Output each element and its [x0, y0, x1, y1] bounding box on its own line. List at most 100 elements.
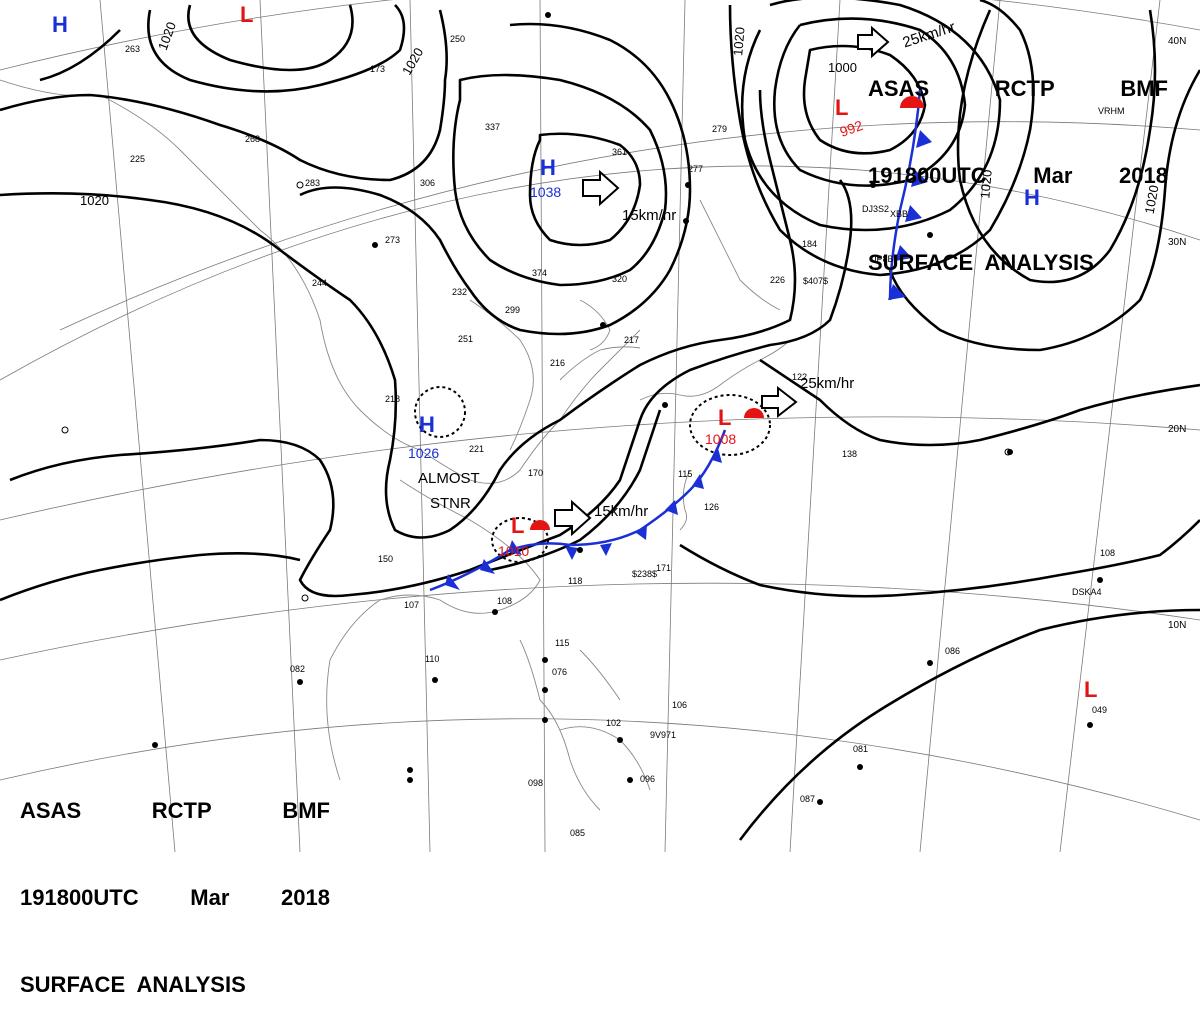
station-value: 306 — [420, 178, 435, 188]
header-month: Mar — [1033, 163, 1073, 188]
motion-speed-label: 15km/hr — [594, 503, 648, 520]
map-background — [0, 0, 1200, 852]
station-value: 225 — [130, 154, 145, 164]
station-value: 277 — [688, 164, 703, 174]
station-value: $407$ — [803, 276, 828, 286]
station-value: 170 — [528, 468, 543, 478]
isobar — [299, 22, 692, 336]
station-value: 086 — [945, 646, 960, 656]
header-title: SURFACE ANALYSIS — [20, 972, 246, 997]
header-station: RCTP — [994, 76, 1055, 101]
isobar — [738, 608, 1200, 841]
station-value: 217 — [624, 335, 639, 345]
latitude-labels: 40N 30N 20N 10N — [1168, 36, 1186, 631]
high-center-pressure: 1038 — [530, 184, 561, 200]
station-value: 138 — [842, 449, 857, 459]
isobar — [888, 69, 1200, 352]
station-value: 299 — [505, 305, 520, 315]
station-value: 320 — [612, 274, 627, 284]
station-value: 096 — [640, 774, 655, 784]
station-plots — [61, 12, 1103, 805]
motion-speed-label: 15km/hr — [622, 207, 676, 224]
station-value: DSKA4 — [1072, 587, 1102, 597]
isobar-label: 1000 — [828, 60, 857, 75]
station-value: 218 — [385, 394, 400, 404]
low-center-symbol: L — [240, 2, 253, 27]
station-value: 250 — [450, 34, 465, 44]
lat-label: 10N — [1168, 620, 1186, 631]
stationary-note-line1: ALMOST — [418, 470, 480, 487]
station-value: 226 — [770, 275, 785, 285]
high-center-pressure: 1026 — [408, 445, 439, 461]
station-value: 251 — [458, 334, 473, 344]
header-line2: 191800UTC Mar 2018 — [20, 883, 330, 912]
station-value: 118 — [568, 576, 582, 586]
header-year: 2018 — [281, 885, 330, 910]
station-labels: 263 250 173 268 225 283 306 337 361 277 279 273 232 2… — [125, 34, 1125, 838]
station-value: 049 — [1092, 705, 1107, 715]
weather-map: 263 250 173 268 225 283 306 337 361 277 279 273 232 2… — [0, 0, 1200, 852]
isobar — [0, 89, 797, 539]
header-line1: ASAS RCTP BMF — [20, 796, 330, 825]
isobar — [0, 552, 301, 602]
header-agency: ASAS — [868, 76, 930, 101]
station-value: 9V971 — [650, 730, 676, 740]
station-value: 232 — [452, 287, 467, 297]
station-value: 076 — [552, 667, 567, 677]
warm-fronts — [530, 96, 924, 530]
isobar-label: 1020 — [1142, 184, 1162, 215]
station-value: 273 — [385, 235, 400, 245]
station-value: 216 — [550, 358, 565, 368]
isobar — [147, 4, 406, 93]
low-center-pressure: 1008 — [705, 431, 736, 447]
station-value: XBB — [890, 209, 908, 219]
isobar-label: 1020 — [977, 169, 994, 199]
isobar — [759, 358, 1200, 447]
header-bottom-left: ASAS RCTP BMF 191800UTC Mar 2018 SURFACE… — [20, 738, 330, 1028]
station-value: DJ3S2 — [862, 204, 889, 214]
station-value: 244 — [312, 278, 327, 288]
station-value: 087 — [800, 794, 815, 804]
low-center-symbol: L — [835, 95, 848, 120]
low-center-pressure: 992 — [838, 117, 866, 140]
header-code: BMF — [1120, 76, 1168, 101]
station-value: 283 — [305, 178, 320, 188]
header-time: 191800UTC — [868, 163, 987, 188]
low-center-symbol: L — [511, 513, 524, 538]
station-value: 108 — [1100, 548, 1115, 558]
station-value: 107 — [404, 600, 419, 610]
header-time: 191800UTC — [20, 885, 139, 910]
station-value: 150 — [378, 554, 393, 564]
isobar-label: 1020 — [80, 193, 109, 208]
low-center-symbol: L — [718, 405, 731, 430]
station-value: 171 — [656, 563, 671, 573]
header-code: BMF — [282, 798, 330, 823]
station-value: 126 — [704, 502, 719, 512]
motion-speed-label: 25km/hr — [800, 375, 854, 392]
isobar — [187, 4, 354, 72]
isobar — [728, 0, 1035, 277]
station-value: 173 — [370, 64, 385, 74]
isobar — [679, 519, 1200, 598]
stationary-note-line2: STNR — [430, 495, 471, 512]
lat-label: 20N — [1168, 424, 1186, 435]
low-center-symbol: L — [1084, 677, 1097, 702]
station-value: 085 — [570, 828, 585, 838]
isobar — [0, 9, 448, 182]
station-value: 263 — [125, 44, 140, 54]
header-month: Mar — [190, 885, 230, 910]
header-title: SURFACE ANALYSIS — [868, 250, 1094, 275]
header-line1: ASAS RCTP BMF — [868, 74, 1168, 103]
station-value: JP8B — [872, 254, 894, 264]
header-top-right: ASAS RCTP BMF 191800UTC Mar 2018 SURFACE… — [868, 16, 1168, 306]
station-value: 115 — [555, 638, 569, 648]
station-value: 221 — [469, 444, 484, 454]
station-value: 110 — [425, 654, 439, 664]
stationary-note: ALMOST STNR — [418, 470, 480, 512]
header-line2: 191800UTC Mar 2018 — [868, 161, 1168, 190]
station-value: 082 — [290, 664, 305, 674]
station-value: 115 — [678, 469, 692, 479]
station-value: 374 — [532, 268, 547, 278]
isobar — [956, 9, 1157, 284]
station-value: 122 — [792, 372, 807, 382]
